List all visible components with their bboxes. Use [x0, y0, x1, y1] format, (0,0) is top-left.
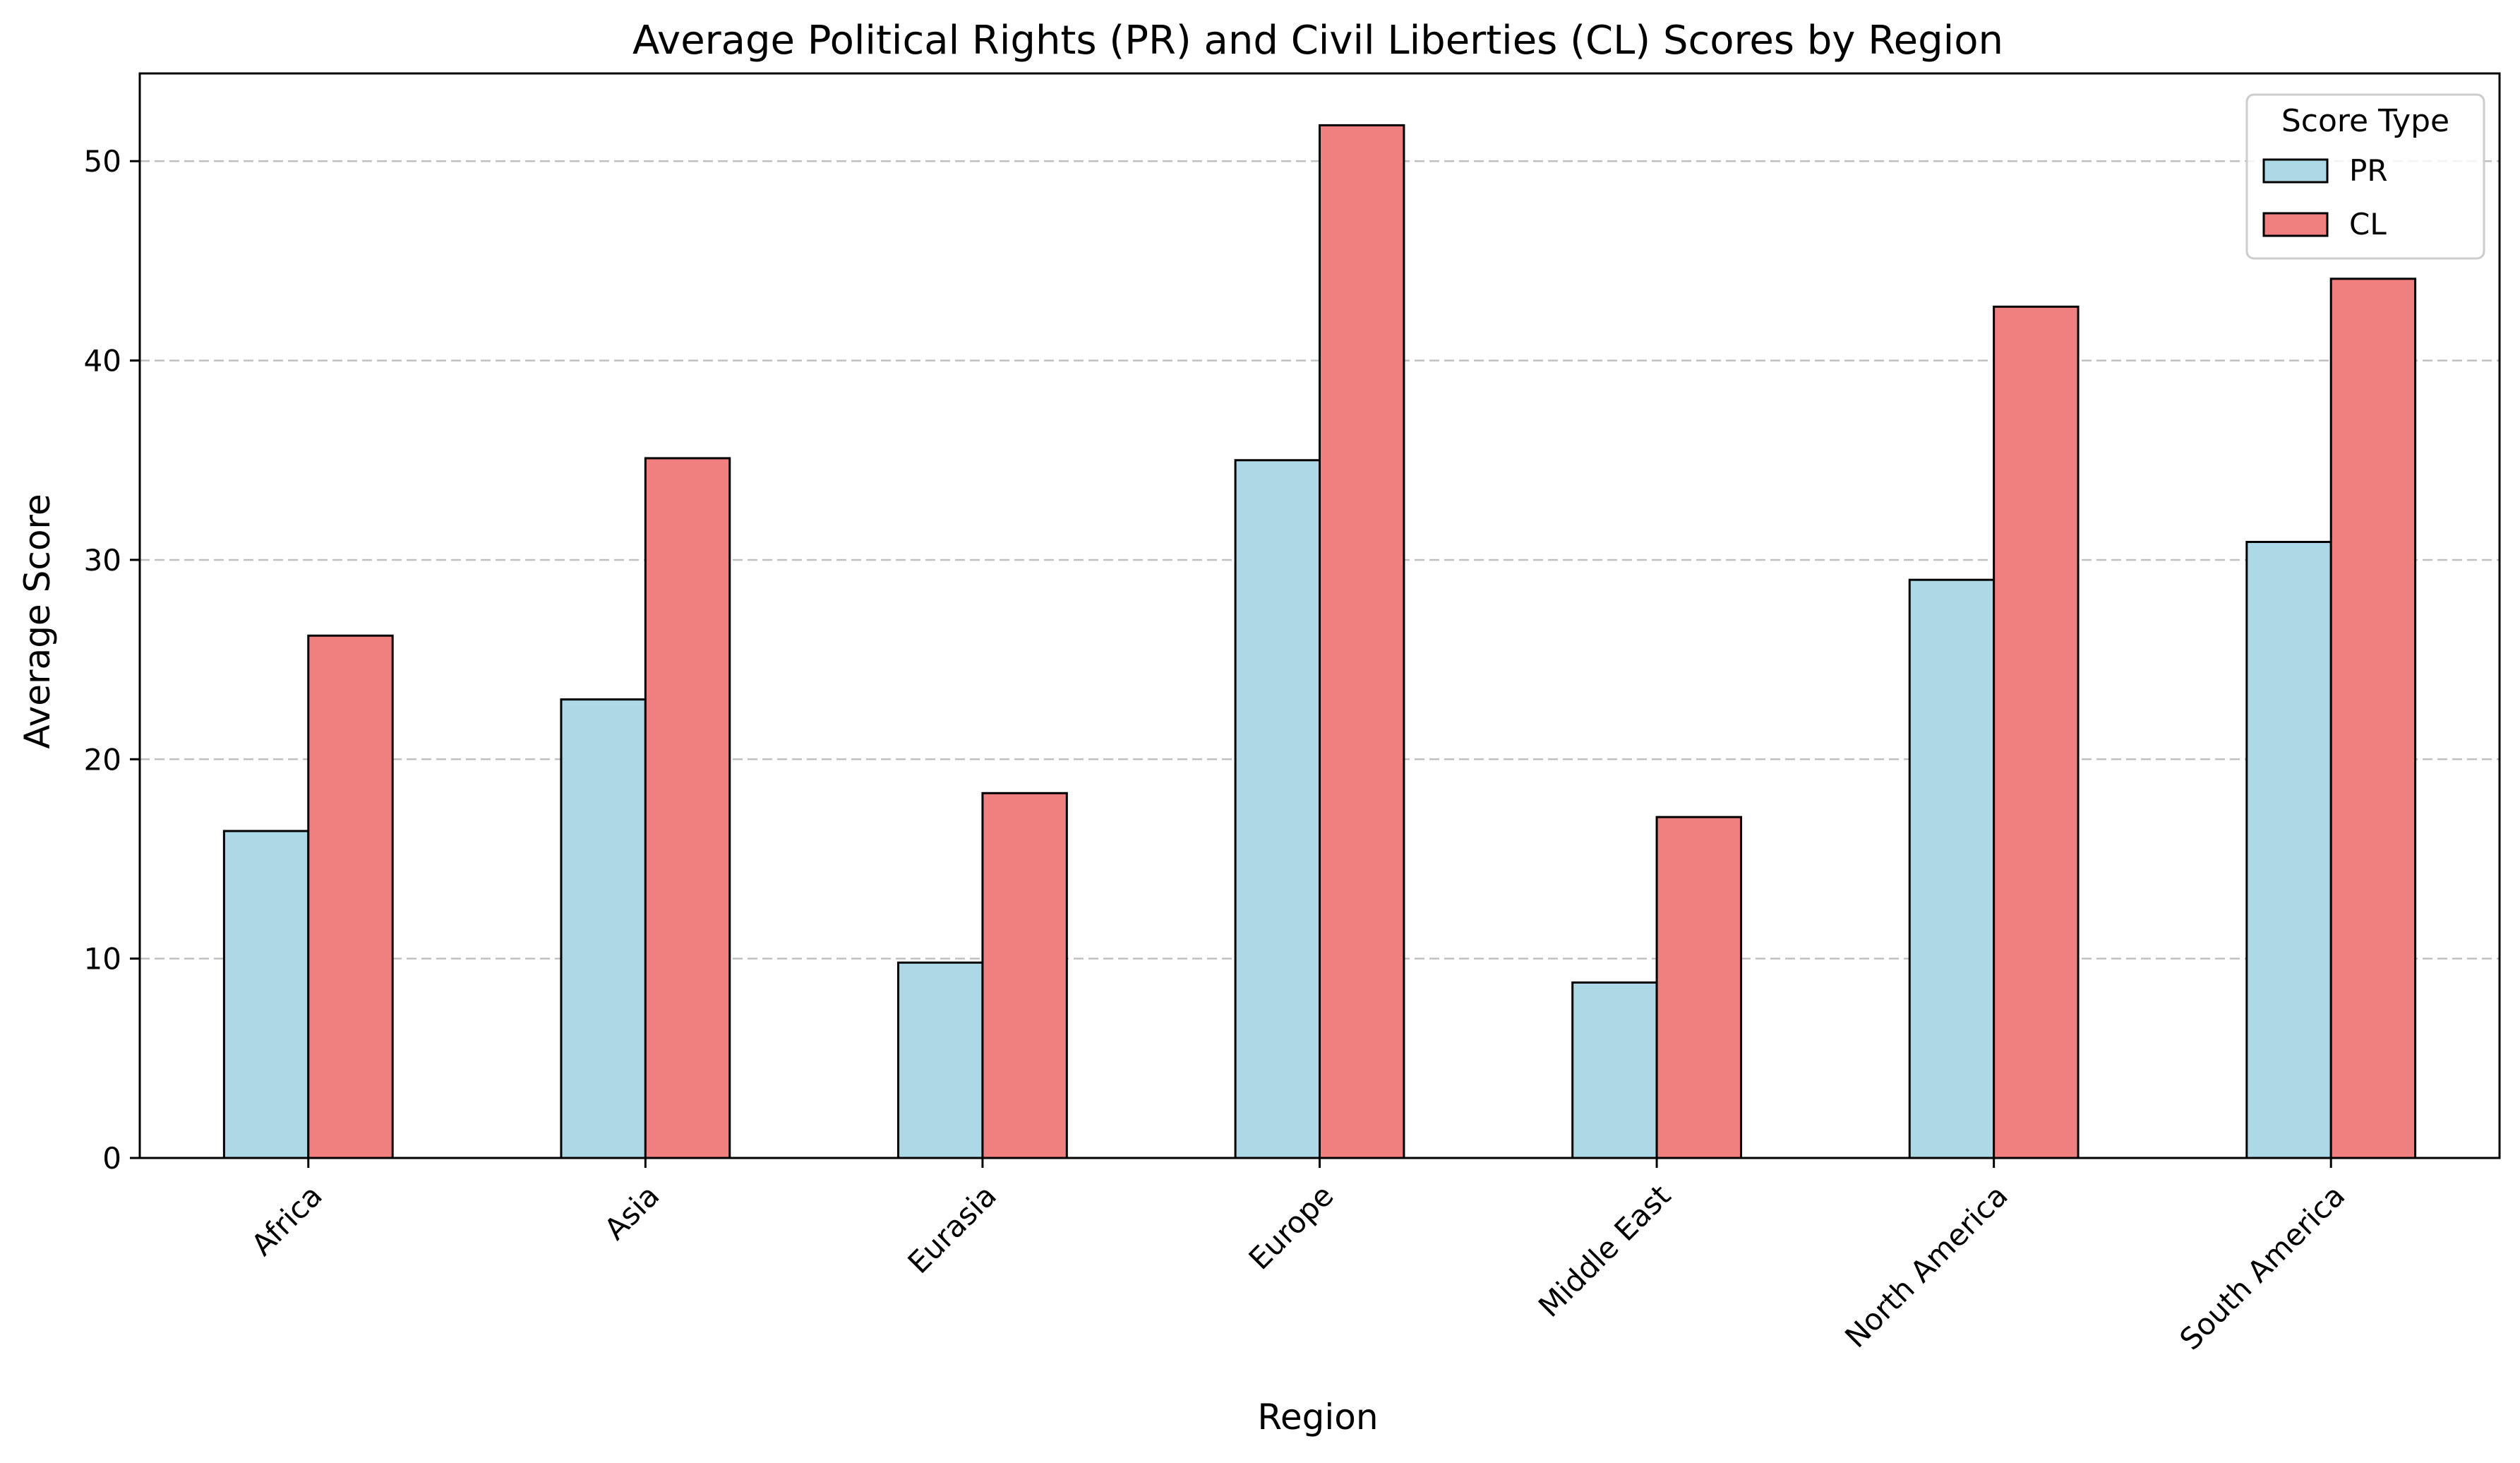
bar-cl-middle-east [1655, 816, 1742, 1159]
x-tick-label: Middle East [1532, 1178, 1677, 1323]
legend-label-pr: PR [2349, 153, 2388, 188]
x-axis-ticks: Africa Asia Eurasia Europe Middle East North … [245, 1158, 2351, 1356]
y-tick-label: 40 [84, 344, 121, 378]
legend-label-cl: CL [2349, 207, 2387, 241]
x-tick-label: Africa [245, 1178, 329, 1262]
y-axis-label: Average Score [17, 494, 58, 748]
legend-title: Score Type [2281, 103, 2449, 139]
legend-items: PR CL [2262, 153, 2388, 241]
bar-cl-africa [307, 634, 394, 1159]
bar-pr-eurasia [897, 961, 984, 1159]
y-tick-label: 0 [102, 1141, 121, 1176]
bar-pr-asia [560, 698, 647, 1159]
bar-pr-north-america [1908, 578, 1996, 1159]
bar-pr-africa [222, 830, 310, 1159]
chart-title: Average Political Rights (PR) and Civil … [632, 18, 2003, 64]
y-tick-label: 20 [84, 742, 121, 777]
bar-cl-eurasia [981, 792, 1068, 1159]
x-tick-label: North America [1838, 1178, 2015, 1354]
bar-cl-europe [1319, 124, 1405, 1159]
y-axis-ticks: 0 10 20 30 40 50 [84, 144, 140, 1176]
x-tick-label: South America [2173, 1178, 2351, 1356]
legend-swatch-pr [2262, 158, 2329, 184]
bar-cl-south-america [2329, 277, 2417, 1159]
legend-swatch-cl [2262, 212, 2329, 237]
x-axis-label: Region [1257, 1397, 1378, 1438]
legend: Score Type PR CL [2245, 93, 2485, 260]
bar-pr-south-america [2245, 541, 2332, 1159]
y-tick-label: 50 [84, 144, 121, 179]
bars [222, 124, 2417, 1159]
x-tick-label: Eurasia [901, 1178, 1003, 1280]
x-tick-label: Asia [598, 1178, 666, 1246]
y-tick-label: 10 [84, 942, 121, 977]
bar-pr-europe [1234, 459, 1321, 1159]
bar-cl-north-america [1993, 305, 2080, 1159]
bar-pr-middle-east [1571, 981, 1658, 1159]
y-tick-label: 30 [84, 543, 121, 578]
x-tick-label: Europe [1242, 1178, 1340, 1276]
bar-cl-asia [644, 457, 731, 1159]
